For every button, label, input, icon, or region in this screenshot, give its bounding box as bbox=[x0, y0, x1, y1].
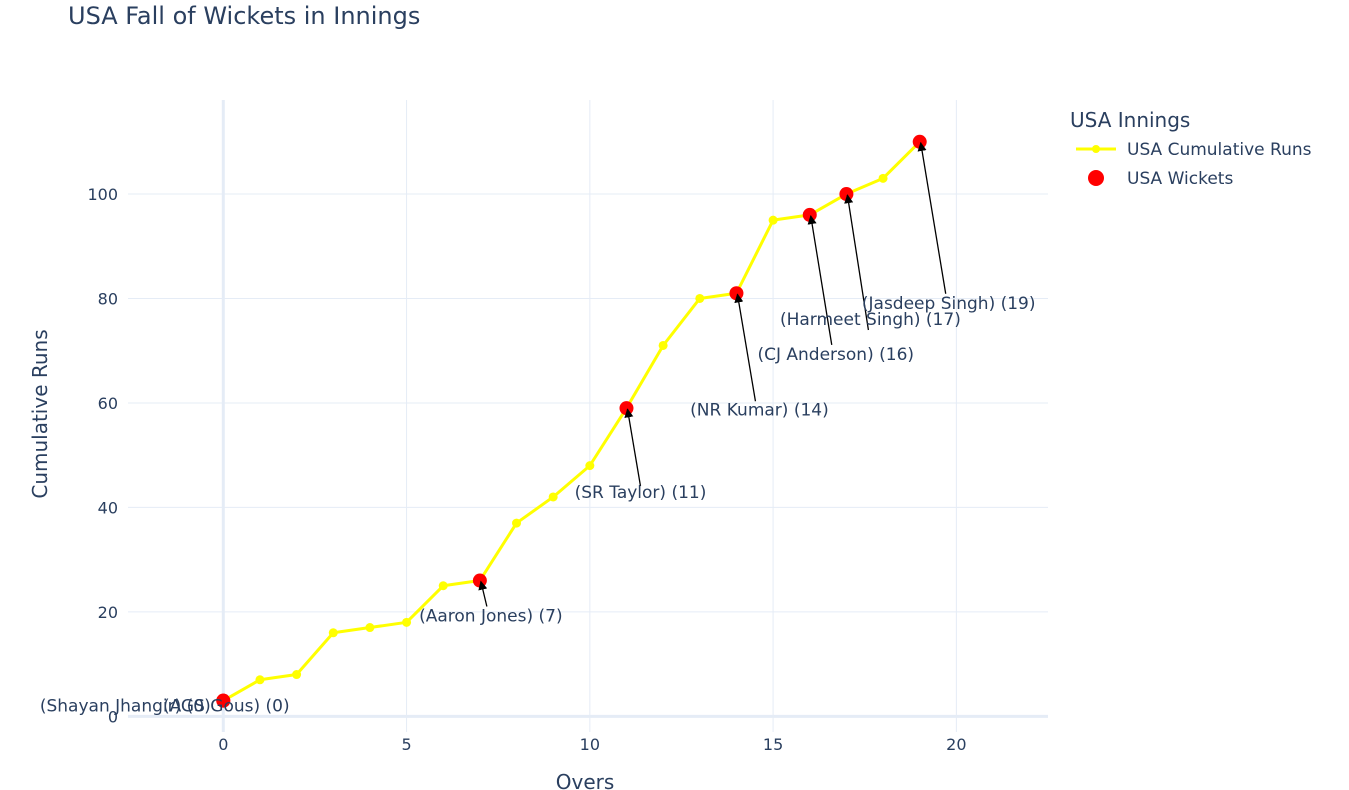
legend-label-runs: USA Cumulative Runs bbox=[1127, 140, 1312, 160]
wicket-point bbox=[912, 134, 927, 149]
y-tick-label: 40 bbox=[98, 498, 118, 517]
runs-point bbox=[328, 628, 338, 638]
chart-title: USA Fall of Wickets in Innings bbox=[68, 2, 420, 30]
annotation-label: (Shayan Jhangir) (0) bbox=[40, 697, 211, 717]
y-tick-label: 0 bbox=[108, 707, 118, 726]
runs-point bbox=[695, 293, 705, 303]
annotations: (Shayan Jhangir) (0)(AGS Gous) (0) (Aaron… bbox=[40, 141, 1036, 717]
annotation-arrow bbox=[734, 293, 757, 402]
legend-label-wickets: USA Wickets bbox=[1127, 169, 1233, 189]
annotation-label: (Harmeet Singh) (17) bbox=[780, 310, 961, 330]
legend-item-runs[interactable]: USA Cumulative Runs bbox=[1076, 140, 1312, 160]
annotation-arrow bbox=[807, 215, 833, 346]
runs-point bbox=[365, 623, 375, 633]
annotation-arrow bbox=[844, 194, 870, 331]
legend[interactable]: USA Innings USA Cumulative Runs USA Wick… bbox=[1070, 108, 1312, 189]
wicket-point bbox=[472, 573, 487, 588]
x-axis-title: Overs bbox=[556, 770, 615, 790]
runs-point bbox=[438, 581, 448, 591]
legend-line-dot bbox=[1092, 145, 1100, 153]
wicket-point bbox=[802, 207, 817, 222]
grid bbox=[128, 100, 1048, 732]
x-tick-label: 5 bbox=[401, 735, 411, 754]
x-tick-label: 10 bbox=[580, 735, 600, 754]
runs-line bbox=[222, 140, 921, 702]
wicket-point bbox=[619, 401, 634, 416]
wicket-point bbox=[216, 693, 231, 708]
y-axis-title: Cumulative Runs bbox=[28, 329, 52, 498]
runs-point bbox=[585, 461, 595, 471]
runs-point bbox=[658, 340, 668, 350]
annotation-arrow bbox=[917, 141, 947, 294]
runs-point bbox=[292, 670, 302, 680]
runs-point bbox=[512, 518, 522, 528]
axis-ticks: 0 5 10 15 20 0 20 40 60 80 100 bbox=[87, 185, 966, 754]
legend-wicket-dot bbox=[1088, 170, 1104, 186]
wicket-point bbox=[729, 286, 744, 301]
annotation-label: (SR Taylor) (11) bbox=[575, 483, 707, 503]
y-tick-label: 80 bbox=[98, 289, 118, 308]
x-tick-label: 0 bbox=[218, 735, 228, 754]
annotation-label: (AGS Gous) (0) bbox=[163, 697, 290, 717]
annotation-arrow bbox=[478, 580, 488, 607]
annotation-label: (Aaron Jones) (7) bbox=[419, 607, 563, 627]
y-tick-label: 100 bbox=[87, 185, 118, 204]
annotation-label: (Jasdeep Singh) (19) bbox=[862, 294, 1036, 314]
annotation-arrow bbox=[624, 408, 642, 487]
wicket-point bbox=[839, 187, 854, 202]
x-tick-label: 20 bbox=[946, 735, 966, 754]
wickets-series bbox=[216, 134, 927, 708]
runs-series bbox=[218, 137, 925, 706]
annotation-label: (NR Kumar) (14) bbox=[690, 400, 829, 420]
legend-title: USA Innings bbox=[1070, 108, 1190, 132]
y-tick-label: 60 bbox=[98, 394, 118, 413]
runs-point bbox=[255, 675, 265, 685]
y-tick-label: 20 bbox=[98, 603, 118, 622]
runs-point bbox=[548, 492, 558, 502]
annotation-label: (CJ Anderson) (16) bbox=[757, 345, 914, 365]
runs-point bbox=[878, 173, 888, 183]
runs-point bbox=[768, 215, 778, 225]
runs-point bbox=[402, 617, 412, 627]
x-tick-label: 15 bbox=[763, 735, 783, 754]
legend-item-wickets[interactable]: USA Wickets bbox=[1088, 169, 1233, 189]
